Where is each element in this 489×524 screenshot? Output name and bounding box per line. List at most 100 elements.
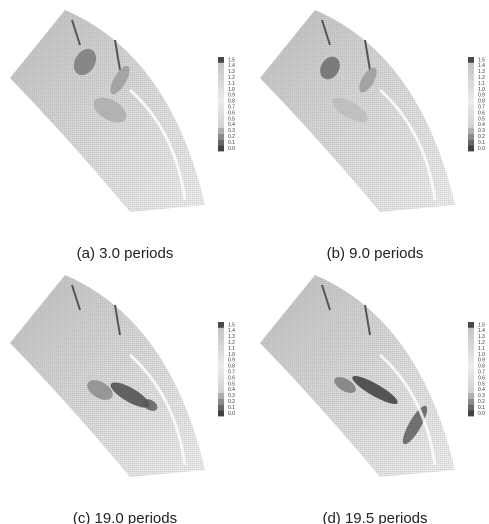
colorbar-swatch bbox=[468, 92, 474, 99]
colorbar-swatch bbox=[218, 121, 224, 128]
colorbar-label: 0.0 bbox=[228, 146, 235, 152]
colorbar-label: 0.4 bbox=[228, 387, 235, 393]
breakwater bbox=[71, 284, 121, 336]
colorbar-label: 1.0 bbox=[228, 352, 235, 358]
colorbar-label: 1.0 bbox=[478, 87, 485, 93]
contour-patch bbox=[359, 67, 377, 93]
colorbar-label: 0.4 bbox=[478, 387, 485, 393]
colorbar-label: 0.3 bbox=[478, 393, 485, 399]
colorbar-swatch bbox=[468, 375, 474, 381]
domain-texture bbox=[10, 275, 205, 477]
colorbar-label: 0.2 bbox=[478, 134, 485, 140]
colorbar-swatch bbox=[468, 369, 474, 376]
colorbar-swatch bbox=[218, 110, 224, 116]
colorbar-label: 0.7 bbox=[228, 105, 235, 111]
panel: 1.51.41.31.21.11.00.90.80.70.60.50.40.30… bbox=[260, 10, 485, 262]
colorbar-swatch bbox=[218, 104, 224, 111]
colorbar-swatch bbox=[468, 74, 474, 81]
contour-patch bbox=[142, 399, 158, 411]
colorbar-label: 0.3 bbox=[478, 128, 485, 134]
colorbar-label: 1.5 bbox=[228, 322, 235, 328]
contour-patch bbox=[352, 376, 398, 404]
colorbar-swatch bbox=[468, 80, 474, 87]
colorbar-swatch bbox=[468, 333, 474, 340]
colorbar-label: 0.9 bbox=[478, 93, 485, 99]
colorbar-swatch bbox=[218, 404, 224, 411]
colorbar-label: 0.5 bbox=[478, 116, 485, 122]
colorbar-swatch bbox=[468, 86, 474, 93]
colorbar-label: 0.6 bbox=[478, 110, 485, 116]
colorbar-label: 0.2 bbox=[228, 134, 235, 140]
colorbar-label: 0.7 bbox=[478, 105, 485, 111]
colorbar-label: 0.1 bbox=[478, 405, 485, 411]
colorbar-swatch bbox=[218, 398, 224, 405]
colorbar-swatch bbox=[468, 121, 474, 128]
colorbar-label: 0.0 bbox=[228, 411, 235, 417]
contour-patch bbox=[73, 48, 97, 76]
colorbar-label: 1.5 bbox=[228, 57, 235, 63]
colorbar-swatch bbox=[218, 68, 224, 75]
colorbar-swatch bbox=[468, 133, 474, 140]
colorbar-label: 1.3 bbox=[478, 69, 485, 75]
breakwater bbox=[321, 284, 371, 336]
contour-patch bbox=[110, 65, 130, 95]
colorbar-swatch bbox=[468, 139, 474, 146]
colorbar-label: 1.5 bbox=[478, 57, 485, 63]
panel: 1.51.41.31.21.11.00.90.80.70.60.50.40.30… bbox=[260, 275, 485, 524]
colorbar-label: 0.8 bbox=[228, 99, 235, 105]
contour-patch bbox=[93, 97, 127, 123]
contour-patch bbox=[110, 382, 150, 408]
colorbar-swatch bbox=[468, 351, 474, 358]
colorbar-label: 0.4 bbox=[478, 122, 485, 128]
contour-patch bbox=[332, 97, 368, 123]
colorbar-label: 1.4 bbox=[478, 328, 485, 334]
colorbar-swatch bbox=[218, 92, 224, 99]
colorbar-swatch bbox=[218, 363, 224, 370]
colorbar-label: 0.9 bbox=[228, 93, 235, 99]
colorbar-label: 0.8 bbox=[478, 364, 485, 370]
panel: 1.51.41.31.21.11.00.90.80.70.60.50.40.30… bbox=[10, 10, 235, 262]
colorbar-swatch bbox=[468, 98, 474, 105]
colorbar-label: 1.3 bbox=[228, 69, 235, 75]
colorbar-label: 0.7 bbox=[228, 370, 235, 376]
colorbar-swatch bbox=[218, 339, 224, 346]
colorbar-swatch bbox=[468, 392, 474, 399]
colorbar-swatch bbox=[218, 386, 224, 393]
colorbar-label: 0.6 bbox=[478, 375, 485, 381]
colorbar-label: 0.4 bbox=[228, 122, 235, 128]
colorbar-swatch bbox=[218, 133, 224, 140]
colorbar-swatch bbox=[218, 381, 224, 387]
colorbar-label: 0.6 bbox=[228, 110, 235, 116]
colorbar-label: 0.0 bbox=[478, 146, 485, 152]
panel: 1.51.41.31.21.11.00.90.80.70.60.50.40.30… bbox=[10, 275, 235, 524]
colorbar-label: 0.3 bbox=[228, 393, 235, 399]
colorbar-swatch bbox=[468, 398, 474, 405]
colorbar-swatch bbox=[218, 98, 224, 105]
colorbar-label: 0.0 bbox=[478, 411, 485, 417]
colorbar-label: 1.2 bbox=[478, 340, 485, 346]
colorbar-label: 1.4 bbox=[228, 63, 235, 69]
colorbar-label: 0.3 bbox=[228, 128, 235, 134]
shoreline bbox=[129, 353, 187, 466]
contour-patch bbox=[334, 377, 356, 393]
colorbar-swatch bbox=[218, 410, 224, 417]
colorbar-label: 0.6 bbox=[228, 375, 235, 381]
colorbar-label: 0.5 bbox=[228, 116, 235, 122]
colorbar-swatch bbox=[218, 62, 224, 69]
colorbar-label: 1.2 bbox=[228, 340, 235, 346]
colorbar-label: 0.8 bbox=[228, 364, 235, 370]
colorbar-swatch bbox=[468, 345, 474, 352]
colorbar-label: 1.3 bbox=[228, 334, 235, 340]
colorbar-swatch bbox=[218, 86, 224, 93]
colorbar-swatch bbox=[218, 145, 224, 152]
colorbar-swatch bbox=[218, 139, 224, 146]
colorbar-swatch bbox=[218, 327, 224, 334]
colorbar-label: 0.5 bbox=[228, 381, 235, 387]
panel-caption: (b) 9.0 periods bbox=[327, 245, 424, 262]
colorbar-swatch bbox=[218, 369, 224, 376]
domain-texture bbox=[260, 275, 455, 477]
colorbar-label: 1.3 bbox=[478, 334, 485, 340]
colorbar-swatch bbox=[218, 80, 224, 87]
breakwater bbox=[71, 19, 121, 71]
